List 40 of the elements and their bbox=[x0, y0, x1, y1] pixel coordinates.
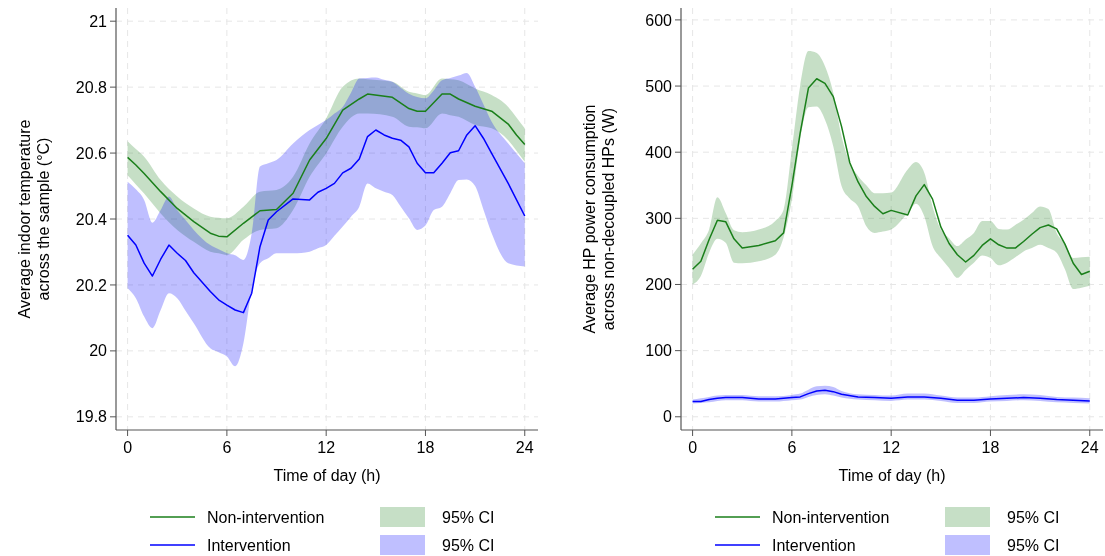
legend-label: Non-intervention bbox=[207, 508, 325, 526]
y-tick-label: 400 bbox=[645, 143, 673, 161]
x-axis-title: Time of day (h) bbox=[273, 467, 381, 484]
legend-label: Intervention bbox=[772, 536, 856, 554]
x-tick-label: 18 bbox=[981, 439, 1000, 456]
text: 95% CI bbox=[442, 508, 495, 526]
y-tick-label: 0 bbox=[663, 408, 673, 426]
y-axis-title: Average indoor temperature across the sample (°C) bbox=[16, 119, 52, 319]
x-tick-label: 18 bbox=[416, 439, 435, 456]
x-tick-label: 12 bbox=[882, 439, 901, 456]
y-tick-label: 100 bbox=[645, 342, 673, 360]
x-tick-label: 6 bbox=[222, 439, 232, 456]
y-tick-label: 20 bbox=[89, 342, 108, 360]
y-tick-label: 20.4 bbox=[75, 210, 108, 228]
x-axis-title: Time of day (h) bbox=[838, 467, 946, 484]
legend-label: Non-intervention bbox=[772, 508, 890, 526]
y-tick-label: 20.2 bbox=[75, 276, 108, 294]
x-tick-label: 0 bbox=[123, 439, 133, 456]
y-tick-label: 200 bbox=[645, 276, 673, 294]
line-series bbox=[126, 124, 526, 314]
y-tick-label: 300 bbox=[645, 209, 673, 227]
y-tick-label: 20.6 bbox=[75, 144, 108, 162]
y-tick-label: 600 bbox=[645, 11, 673, 29]
line-series bbox=[691, 389, 1091, 403]
x-tick-label: 12 bbox=[317, 439, 336, 456]
text: 95% CI bbox=[442, 536, 495, 554]
line-series bbox=[691, 78, 1091, 276]
x-tick-label: 6 bbox=[787, 439, 797, 456]
y-tick-label: 500 bbox=[645, 77, 673, 95]
line-series bbox=[126, 93, 526, 238]
x-tick-label: 24 bbox=[1080, 439, 1099, 456]
y-tick-label: 21 bbox=[89, 12, 108, 30]
x-tick-label: 24 bbox=[515, 439, 534, 456]
y-tick-label: 20.8 bbox=[75, 78, 108, 96]
text: 95% CI bbox=[1007, 508, 1060, 526]
y-tick-label: 19.8 bbox=[75, 408, 108, 426]
text: 95% CI bbox=[1007, 536, 1060, 554]
x-tick-label: 0 bbox=[688, 439, 698, 456]
y-axis-title: Average HP power consumption across non-decoupled HPs (W) bbox=[581, 104, 617, 334]
legend-label: Intervention bbox=[207, 536, 291, 554]
